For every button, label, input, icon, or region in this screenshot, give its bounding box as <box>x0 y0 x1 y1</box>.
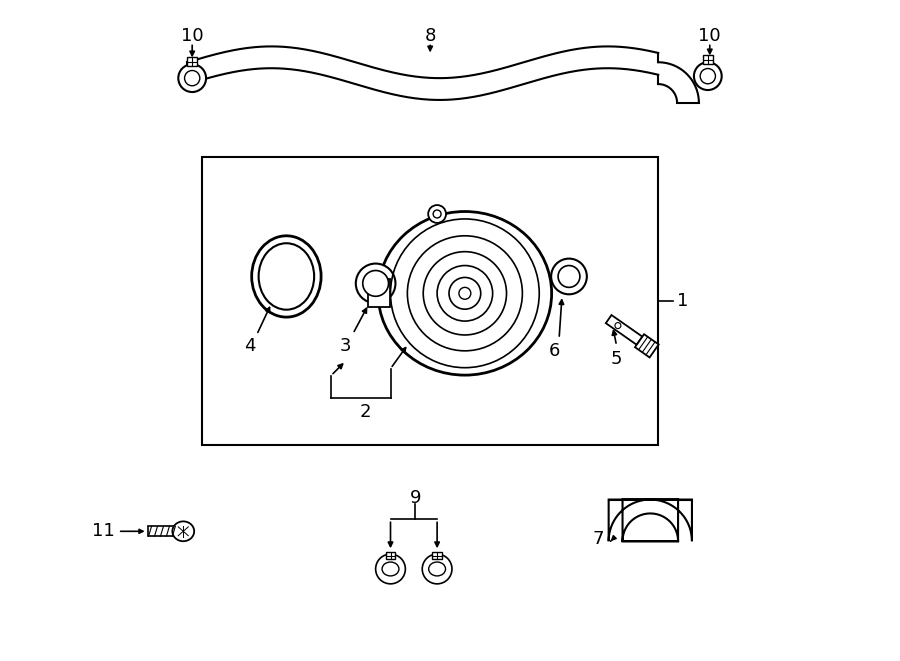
Circle shape <box>459 288 471 299</box>
Text: 3: 3 <box>340 337 352 355</box>
Bar <box>202 157 658 445</box>
Polygon shape <box>608 500 692 541</box>
Circle shape <box>422 554 452 584</box>
Circle shape <box>184 71 200 86</box>
Circle shape <box>694 62 722 90</box>
Ellipse shape <box>382 562 399 576</box>
Ellipse shape <box>428 562 446 576</box>
Text: 7: 7 <box>593 530 605 548</box>
Bar <box>385 552 395 559</box>
Polygon shape <box>635 334 659 358</box>
Text: 10: 10 <box>698 26 721 44</box>
Ellipse shape <box>266 252 306 301</box>
Circle shape <box>700 69 716 84</box>
Circle shape <box>178 64 206 92</box>
Ellipse shape <box>378 212 552 375</box>
Bar <box>703 56 713 64</box>
Text: 11: 11 <box>92 522 114 540</box>
Ellipse shape <box>173 522 194 541</box>
Text: 2: 2 <box>360 403 372 421</box>
Text: 10: 10 <box>181 26 203 44</box>
Text: 6: 6 <box>548 342 560 360</box>
Circle shape <box>356 264 395 303</box>
Text: 4: 4 <box>244 337 256 355</box>
Bar <box>187 58 197 66</box>
Circle shape <box>428 205 446 223</box>
Ellipse shape <box>258 243 314 309</box>
Circle shape <box>433 210 441 218</box>
Text: 9: 9 <box>410 488 421 506</box>
Circle shape <box>551 258 587 294</box>
Circle shape <box>375 554 405 584</box>
Bar <box>368 280 390 307</box>
Text: 5: 5 <box>611 350 622 368</box>
Bar <box>148 526 179 536</box>
Bar <box>432 552 442 559</box>
Text: 8: 8 <box>425 26 436 44</box>
Polygon shape <box>606 315 643 345</box>
Text: 1: 1 <box>678 292 688 310</box>
Circle shape <box>615 323 621 329</box>
Circle shape <box>558 266 580 288</box>
Circle shape <box>363 270 389 296</box>
